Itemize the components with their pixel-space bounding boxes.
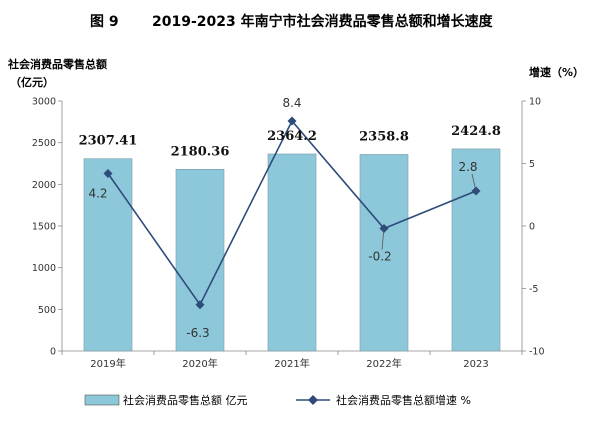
x-category-label: 2020年	[182, 357, 217, 370]
bar	[359, 154, 409, 352]
left-tick-label: 500	[38, 305, 56, 316]
bar-value-label: 2180.36	[171, 144, 230, 159]
growth-value-label: -0.2	[368, 250, 391, 264]
x-category-label: 2019年	[90, 357, 125, 370]
bars-layer	[83, 148, 501, 352]
left-tick-label: 2000	[32, 180, 56, 191]
right-axis-title: 增速（%）	[529, 65, 584, 79]
left-tick-label: 1000	[32, 263, 56, 274]
growth-point	[103, 169, 113, 178]
bar	[451, 148, 501, 352]
legend-line-label: 社会消费品零售总额增速 %	[336, 393, 471, 407]
legend-diamond-marker	[308, 395, 318, 405]
growth-value-label: 8.4	[282, 96, 301, 110]
axes-layer: 0 500 1000 1500 2000 2500 3000 -10 -5 0 5 10 2019年 20…	[32, 97, 545, 371]
bar-value-label: 2307.41	[79, 134, 138, 149]
left-tick-label: 0	[50, 347, 56, 358]
growth-value-label: -6.3	[186, 326, 209, 340]
bar	[267, 153, 317, 352]
right-tick-label: 10	[529, 97, 541, 108]
right-tick-label: 5	[529, 159, 535, 170]
growth-label-leader	[471, 173, 477, 192]
left-axis-title-line2: （亿元）	[10, 75, 54, 89]
right-tick-label: -5	[529, 284, 538, 295]
labels-layer: 2307.41 2180.36 2364.2 2358.8 2424.8 4.2 -6.3 8…	[79, 96, 501, 340]
growth-point	[195, 300, 205, 310]
left-tick-label: 3000	[32, 97, 56, 108]
bar	[175, 169, 225, 352]
growth-value-label: 4.2	[88, 187, 107, 201]
right-tick-label: 0	[529, 222, 535, 233]
growth-label-leader	[381, 228, 385, 250]
figure-number: 图 9	[90, 14, 119, 30]
legend-bar-swatch	[84, 394, 120, 406]
growth-value-label: 2.8	[458, 160, 477, 174]
legend: 社会消费品零售总额 亿元 社会消费品零售总额增速 %	[84, 393, 471, 407]
left-tick-label: 1500	[32, 222, 56, 233]
x-category-label: 2021年	[274, 357, 309, 370]
left-axis-title-line1: 社会消费品零售总额	[7, 57, 107, 71]
x-category-label: 2022年	[366, 357, 401, 370]
left-tick-label: 2500	[32, 138, 56, 149]
bar-value-label: 2358.8	[359, 129, 409, 144]
x-category-label: 2023	[463, 359, 488, 370]
bar-value-label: 2424.8	[451, 124, 501, 139]
chart-title: 2019-2023 年南宁市社会消费品零售总额和增长速度	[152, 13, 494, 30]
legend-bar-label: 社会消费品零售总额 亿元	[123, 393, 248, 407]
bar	[83, 158, 133, 352]
growth-point	[287, 116, 297, 126]
right-tick-label: -10	[529, 347, 545, 358]
bar-value-label: 2364.2	[267, 129, 317, 144]
